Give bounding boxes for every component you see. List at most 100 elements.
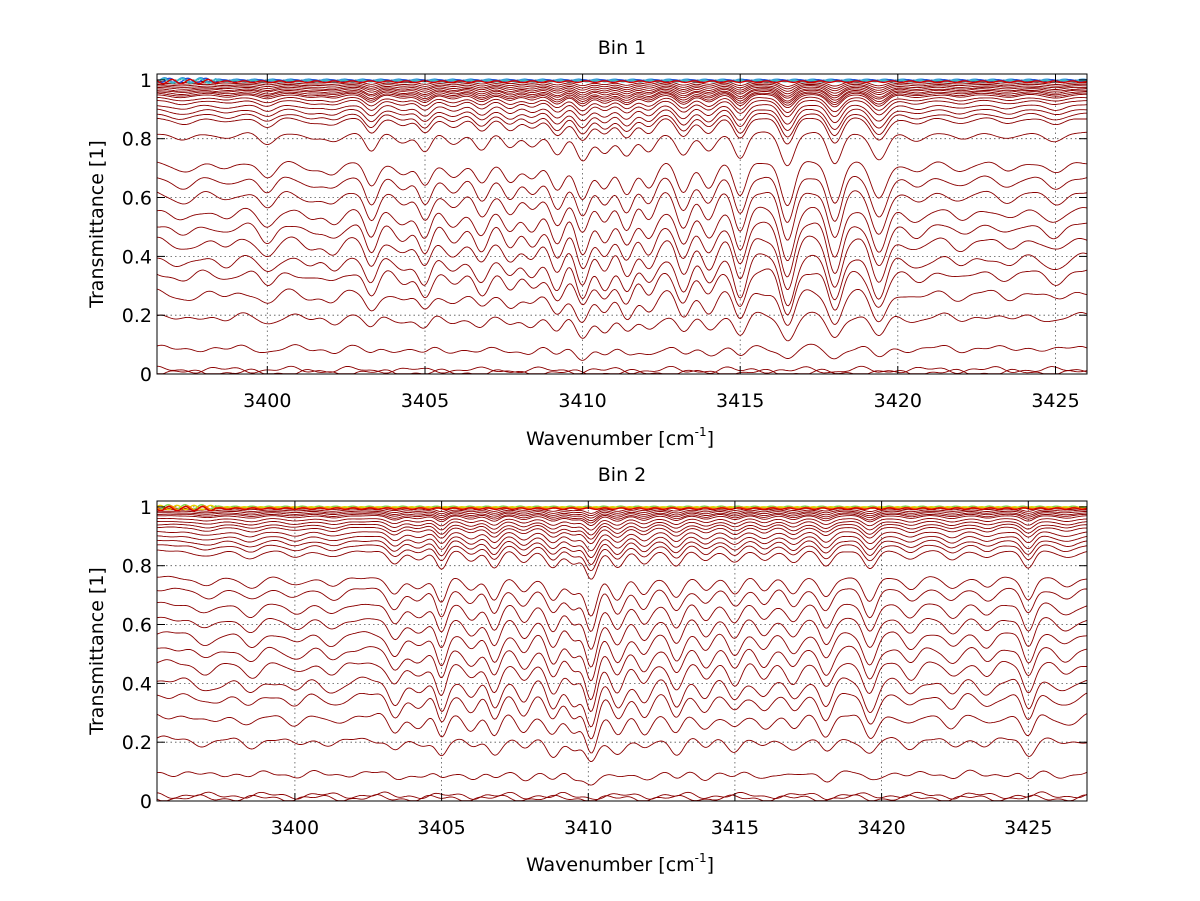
spectrum-line — [156, 676, 1088, 728]
x-tick-label: 3410 — [558, 390, 606, 412]
spectrum-line — [156, 712, 1088, 754]
y-tick-label: 1 — [140, 70, 152, 92]
axes-frame — [156, 500, 1088, 802]
spectrum-line-top — [156, 505, 1088, 512]
chart-title: Bin 2 — [598, 464, 646, 486]
spectrum-line — [156, 735, 1088, 762]
spectrum-line-top — [156, 78, 1088, 85]
y-tick-label: 0.4 — [122, 673, 152, 695]
spectrum-line — [156, 86, 1087, 97]
spectrum-line — [156, 252, 1088, 307]
x-tick-label: 3425 — [1004, 817, 1052, 839]
spectrum-line — [157, 517, 1088, 531]
spectrum-line — [156, 112, 1088, 138]
spectrum-line — [156, 365, 1088, 375]
x-tick-label: 3405 — [401, 390, 449, 412]
spectrum-line — [156, 791, 1088, 801]
x-tick-labels: 3400 3405 3410 3415 3420 3425 — [243, 390, 1080, 412]
y-tick-label: 0 — [140, 364, 152, 386]
y-tick-label: 0.6 — [122, 188, 152, 210]
spectrum-line — [156, 96, 1088, 113]
chart-panel-bin-2: Bin 2 3400 3405 3410 3415 3420 3425 0 0.… — [86, 464, 1088, 876]
y-tick-label: 0.4 — [122, 246, 152, 268]
x-axis-label-tail: ] — [707, 854, 714, 876]
spectrum-line — [156, 631, 1088, 682]
chart-title: Bin 1 — [598, 37, 646, 59]
x-axis-label-superscript: -1 — [695, 425, 707, 439]
spectrum-line — [156, 601, 1088, 650]
x-axis-label: Wavenumber [cm-1] — [526, 851, 714, 876]
spectrum-line — [156, 92, 1087, 106]
spectrum-line — [156, 104, 1088, 125]
y-tick-labels: 0 0.2 0.4 0.6 0.8 1 — [122, 497, 152, 813]
spectrum-line — [156, 692, 1088, 740]
x-tick-label: 3415 — [716, 390, 764, 412]
x-tick-label: 3415 — [711, 817, 759, 839]
y-tick-label: 0.6 — [122, 615, 152, 637]
x-axis-label-tail: ] — [707, 428, 714, 450]
spectrum-line — [156, 645, 1088, 701]
spectrum-line — [157, 99, 1088, 118]
y-axis-label: Transmittance [1] — [86, 140, 108, 309]
spectrum-line — [156, 85, 1088, 95]
ticks — [157, 74, 1087, 375]
spectrum-line — [156, 268, 1088, 316]
spectrum-line — [157, 549, 1088, 580]
spectrum-line — [156, 659, 1087, 713]
spectrum-line — [157, 93, 1087, 109]
spectrum-line — [156, 510, 1088, 519]
spectrum-line — [156, 587, 1087, 632]
spectrum-line — [157, 523, 1088, 540]
spectrum-line — [157, 575, 1088, 617]
x-tick-label: 3420 — [857, 817, 905, 839]
spectrum-line — [156, 91, 1087, 104]
x-axis-label-main: Wavenumber [cm — [526, 428, 695, 450]
spectrum-line — [156, 616, 1088, 668]
y-tick-label: 0.2 — [122, 305, 152, 327]
x-axis-label-main: Wavenumber [cm — [526, 854, 695, 876]
spectrum-line — [156, 288, 1088, 326]
spectrum-line — [156, 515, 1087, 526]
spectrum-line — [156, 311, 1088, 342]
spectrum-line — [157, 368, 1088, 375]
spectrum-traces — [156, 76, 1088, 375]
x-tick-labels: 3400 3405 3410 3415 3420 3425 — [271, 817, 1053, 839]
spectrum-line — [157, 221, 1088, 278]
y-tick-label: 0 — [140, 791, 152, 813]
ticks — [157, 501, 1087, 802]
x-axis-label: Wavenumber [cm-1] — [526, 425, 714, 450]
spectrum-line — [156, 175, 1088, 224]
spectrum-line — [157, 88, 1087, 99]
spectrum-line — [156, 108, 1087, 131]
chart-panel-bin-1: Bin 1 3400 3405 3410 3415 3420 3425 0 0.… — [86, 37, 1088, 450]
y-tick-label: 0.8 — [122, 129, 152, 151]
spectrum-line — [156, 190, 1088, 241]
spectrum-line — [157, 531, 1088, 552]
spectrum-line — [156, 794, 1088, 802]
x-tick-label: 3410 — [564, 817, 612, 839]
x-tick-label: 3400 — [243, 390, 291, 412]
spectrum-line — [156, 235, 1088, 290]
x-tick-label: 3400 — [271, 817, 319, 839]
axes-frame — [156, 73, 1088, 375]
y-tick-labels: 0 0.2 0.4 0.6 0.8 1 — [122, 70, 152, 386]
spectrum-line — [156, 83, 1087, 92]
spectrum-line — [156, 89, 1087, 102]
spectrum-line — [156, 544, 1088, 572]
spectrum-line — [156, 535, 1088, 558]
x-tick-label: 3405 — [417, 817, 465, 839]
spectrum-line — [156, 513, 1088, 524]
spectrum-line-top — [156, 503, 1088, 510]
spectrum-traces — [156, 503, 1088, 802]
spectrum-line — [156, 539, 1088, 565]
spectrum-line — [157, 131, 1087, 167]
x-tick-label: 3425 — [1031, 390, 1079, 412]
spectrum-line — [156, 206, 1088, 262]
spectrum-line — [157, 512, 1087, 522]
x-tick-label: 3420 — [874, 390, 922, 412]
spectrum-line — [156, 526, 1088, 545]
spectrum-line — [156, 343, 1088, 361]
y-tick-label: 0.8 — [122, 556, 152, 578]
y-tick-label: 0.2 — [122, 732, 152, 754]
